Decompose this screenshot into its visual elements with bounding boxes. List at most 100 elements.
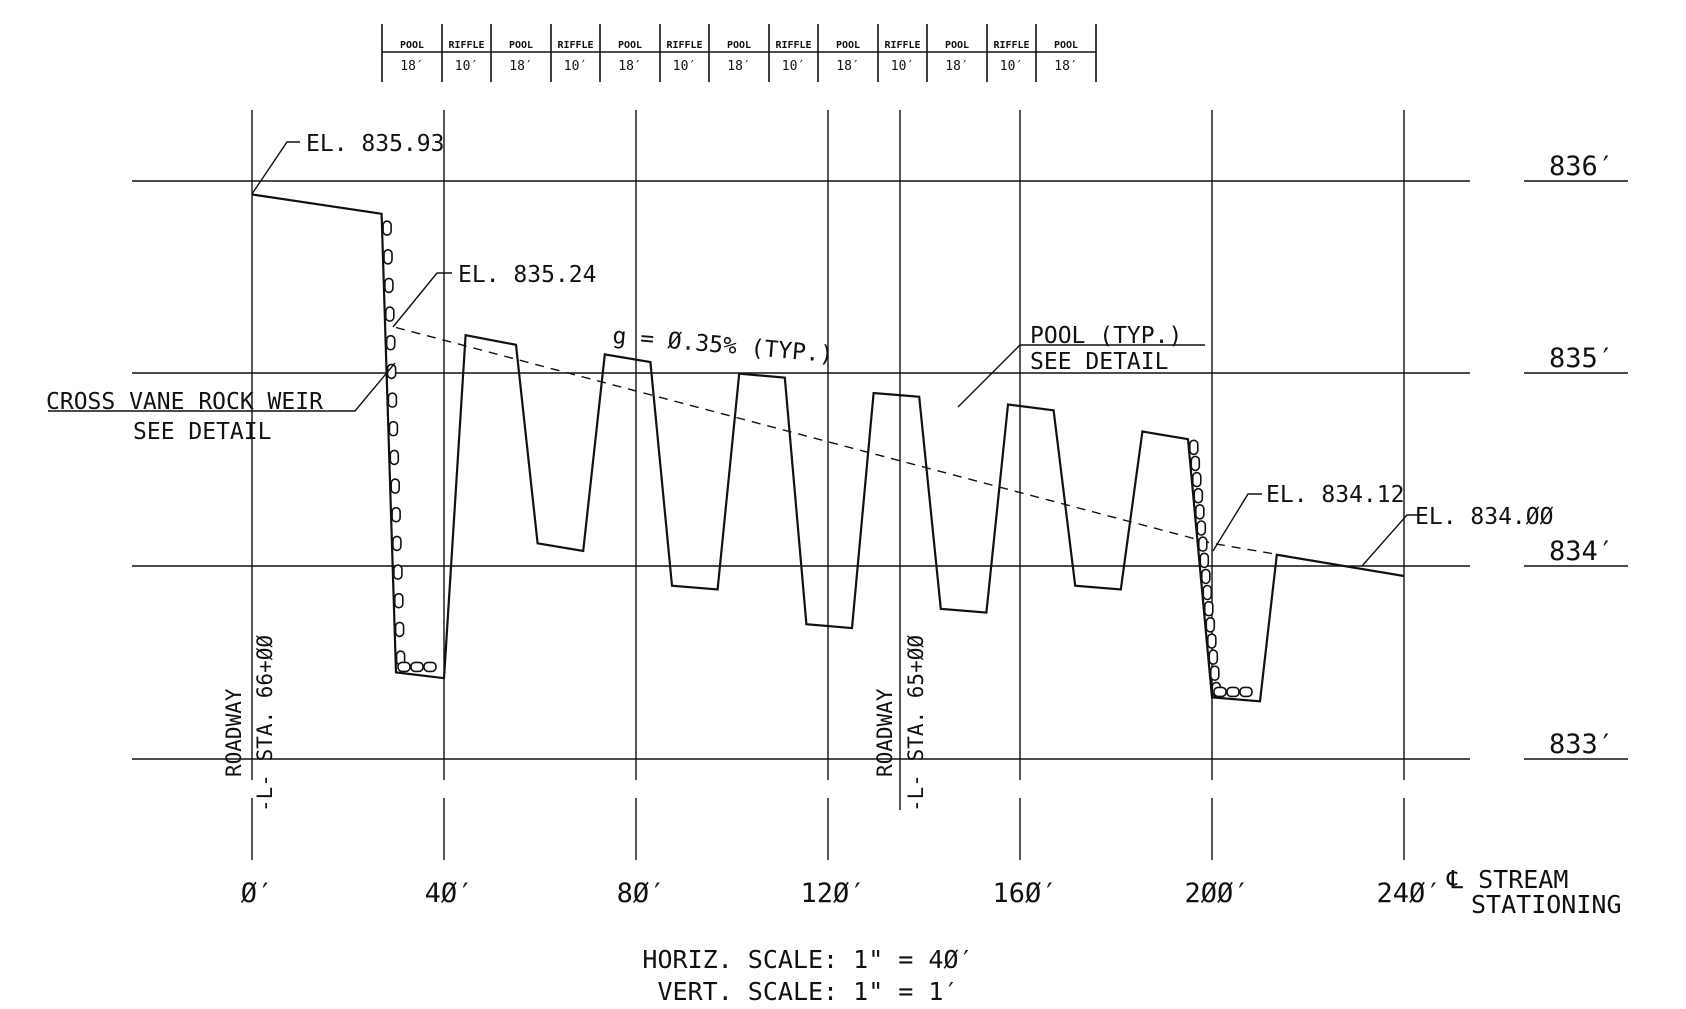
schedule-segment-name: RIFFLE <box>666 40 702 51</box>
weir-stone <box>393 592 404 609</box>
weir-stone <box>387 392 398 408</box>
elevation-label-weir2: EL. 834.12 <box>1266 482 1404 508</box>
weir-stone <box>1208 649 1219 665</box>
weir-stone <box>382 220 392 236</box>
weir-stone <box>410 661 424 673</box>
cross-vane-rock-weir-upstream <box>382 220 437 673</box>
leader-el-top <box>251 141 300 195</box>
weir-stone <box>423 661 437 673</box>
weir-stone <box>393 564 403 580</box>
stream-stationing-label-line1: ℄ STREAM <box>1446 865 1568 894</box>
leader-lines <box>48 141 1420 567</box>
weir-stone <box>1199 552 1210 569</box>
weir-stone <box>392 535 402 552</box>
station-axis-240: 24Ø′ <box>1376 878 1441 909</box>
leader-pool <box>957 344 1205 408</box>
station-axis-40: 4Ø′ <box>425 878 474 909</box>
schedule-segment-length: 10′ <box>1000 59 1023 74</box>
leader-weir <box>48 362 396 412</box>
schedule-segment-name: POOL <box>400 40 424 51</box>
weir-stone <box>383 249 393 265</box>
schedule-segment-length: 18′ <box>727 59 750 74</box>
pool-label-line2: SEE DETAIL <box>1030 349 1168 375</box>
leader-el-end <box>1361 514 1420 567</box>
weir-stone <box>385 334 396 351</box>
pool-label-line1: POOL (TYP.) <box>1030 323 1182 349</box>
weir-stone <box>1190 455 1201 472</box>
roadway-station-sta-65: -L- STA. 65+ØØ <box>904 635 928 812</box>
elevation-axis-836: 836′ <box>1549 151 1614 182</box>
weir-stone <box>1193 487 1204 504</box>
schedule-segment-length: 10′ <box>891 59 914 74</box>
leader-el-weir1 <box>392 272 452 328</box>
weir-stone <box>1201 568 1211 585</box>
weir-stone <box>1198 536 1208 552</box>
roadway-label-sta-66: ROADWAY <box>222 688 246 777</box>
schedule-segment-name: POOL <box>945 40 969 51</box>
station-gridlines <box>251 110 1405 860</box>
weir-stone <box>384 306 395 322</box>
station-axis-200: 2ØØ′ <box>1184 878 1249 909</box>
schedule-segment-name: RIFFLE <box>448 40 484 51</box>
elevation-axis-833: 833′ <box>1549 729 1614 760</box>
station-axis-120: 12Ø′ <box>800 878 865 909</box>
weir-stone <box>388 420 399 437</box>
schedule-segment-length: 18′ <box>945 59 968 74</box>
weir-stone <box>1189 439 1199 456</box>
weir-stone <box>390 478 401 494</box>
schedule-segment-length: 18′ <box>1054 59 1077 74</box>
weir-stone <box>1202 584 1213 601</box>
elevation-axis-835: 835′ <box>1549 343 1614 374</box>
weir-stone <box>384 277 394 294</box>
schedule-segment-name: RIFFLE <box>775 40 811 51</box>
station-axis-0: Ø′ <box>241 878 274 909</box>
roadway-station-sta-66: -L- STA. 66+ØØ <box>253 635 277 812</box>
schedule-segment-name: POOL <box>618 40 642 51</box>
weir-stone <box>1210 665 1220 682</box>
weir-stone <box>1192 471 1202 488</box>
station-axis-80: 8Ø′ <box>617 878 666 909</box>
schedule-segment-length: 18′ <box>836 59 859 74</box>
elevation-label-weir1: EL. 835.24 <box>458 262 596 288</box>
schedule-segment-name: RIFFLE <box>557 40 593 51</box>
weir-stone <box>397 661 411 673</box>
schedule-segment-name: RIFFLE <box>884 40 920 51</box>
stream-bed-profile <box>251 193 1405 703</box>
pool-riffle-schedule: POOL 18′ RIFFLE 10′ POOL 18′ RIFFLE 10′ POOL 18′ R… <box>381 24 1097 82</box>
weir-stone <box>1239 686 1253 698</box>
schedule-segment-length: 10′ <box>455 59 478 74</box>
weir-stone <box>1213 686 1227 698</box>
weir-label-line2: SEE DETAIL <box>133 419 271 445</box>
leader-el-weir2 <box>1212 493 1262 552</box>
weir-stone <box>1204 600 1214 617</box>
elevation-label-top: EL. 835.93 <box>306 131 444 157</box>
weir-stone <box>391 506 401 523</box>
weir-label-line1: CROSS VANE ROCK WEIR <box>46 389 323 415</box>
station-axis-160: 16Ø′ <box>992 878 1057 909</box>
weir-stone <box>1196 520 1207 536</box>
weir-stone <box>394 621 405 638</box>
elevation-label-end: EL. 834.ØØ <box>1415 504 1554 530</box>
weir-stone <box>1226 686 1240 698</box>
schedule-segment-name: POOL <box>509 40 533 51</box>
schedule-segment-name: POOL <box>1054 40 1078 51</box>
elevation-axis-834: 834′ <box>1549 536 1614 567</box>
weir-stone <box>389 449 400 466</box>
weir-stone <box>1195 503 1205 520</box>
schedule-segment-name: RIFFLE <box>993 40 1029 51</box>
weir-stone <box>1207 633 1217 649</box>
schedule-segment-length: 10′ <box>564 59 587 74</box>
schedule-segment-length: 18′ <box>618 59 641 74</box>
weir-stone <box>1205 616 1216 633</box>
vertical-scale-note: VERT. SCALE: 1" = 1′ <box>657 977 958 1006</box>
schedule-segment-name: POOL <box>836 40 860 51</box>
horizontal-scale-note: HORIZ. SCALE: 1" = 4Ø′ <box>642 945 973 974</box>
roadway-label-sta-65: ROADWAY <box>873 688 897 777</box>
schedule-segment-length: 10′ <box>782 59 805 74</box>
schedule-segment-length: 10′ <box>673 59 696 74</box>
schedule-segment-length: 18′ <box>400 59 423 74</box>
schedule-segment-name: POOL <box>727 40 751 51</box>
cross-vane-rock-weir-downstream <box>1189 439 1253 698</box>
stream-stationing-label-line2: STATIONING <box>1471 890 1622 919</box>
